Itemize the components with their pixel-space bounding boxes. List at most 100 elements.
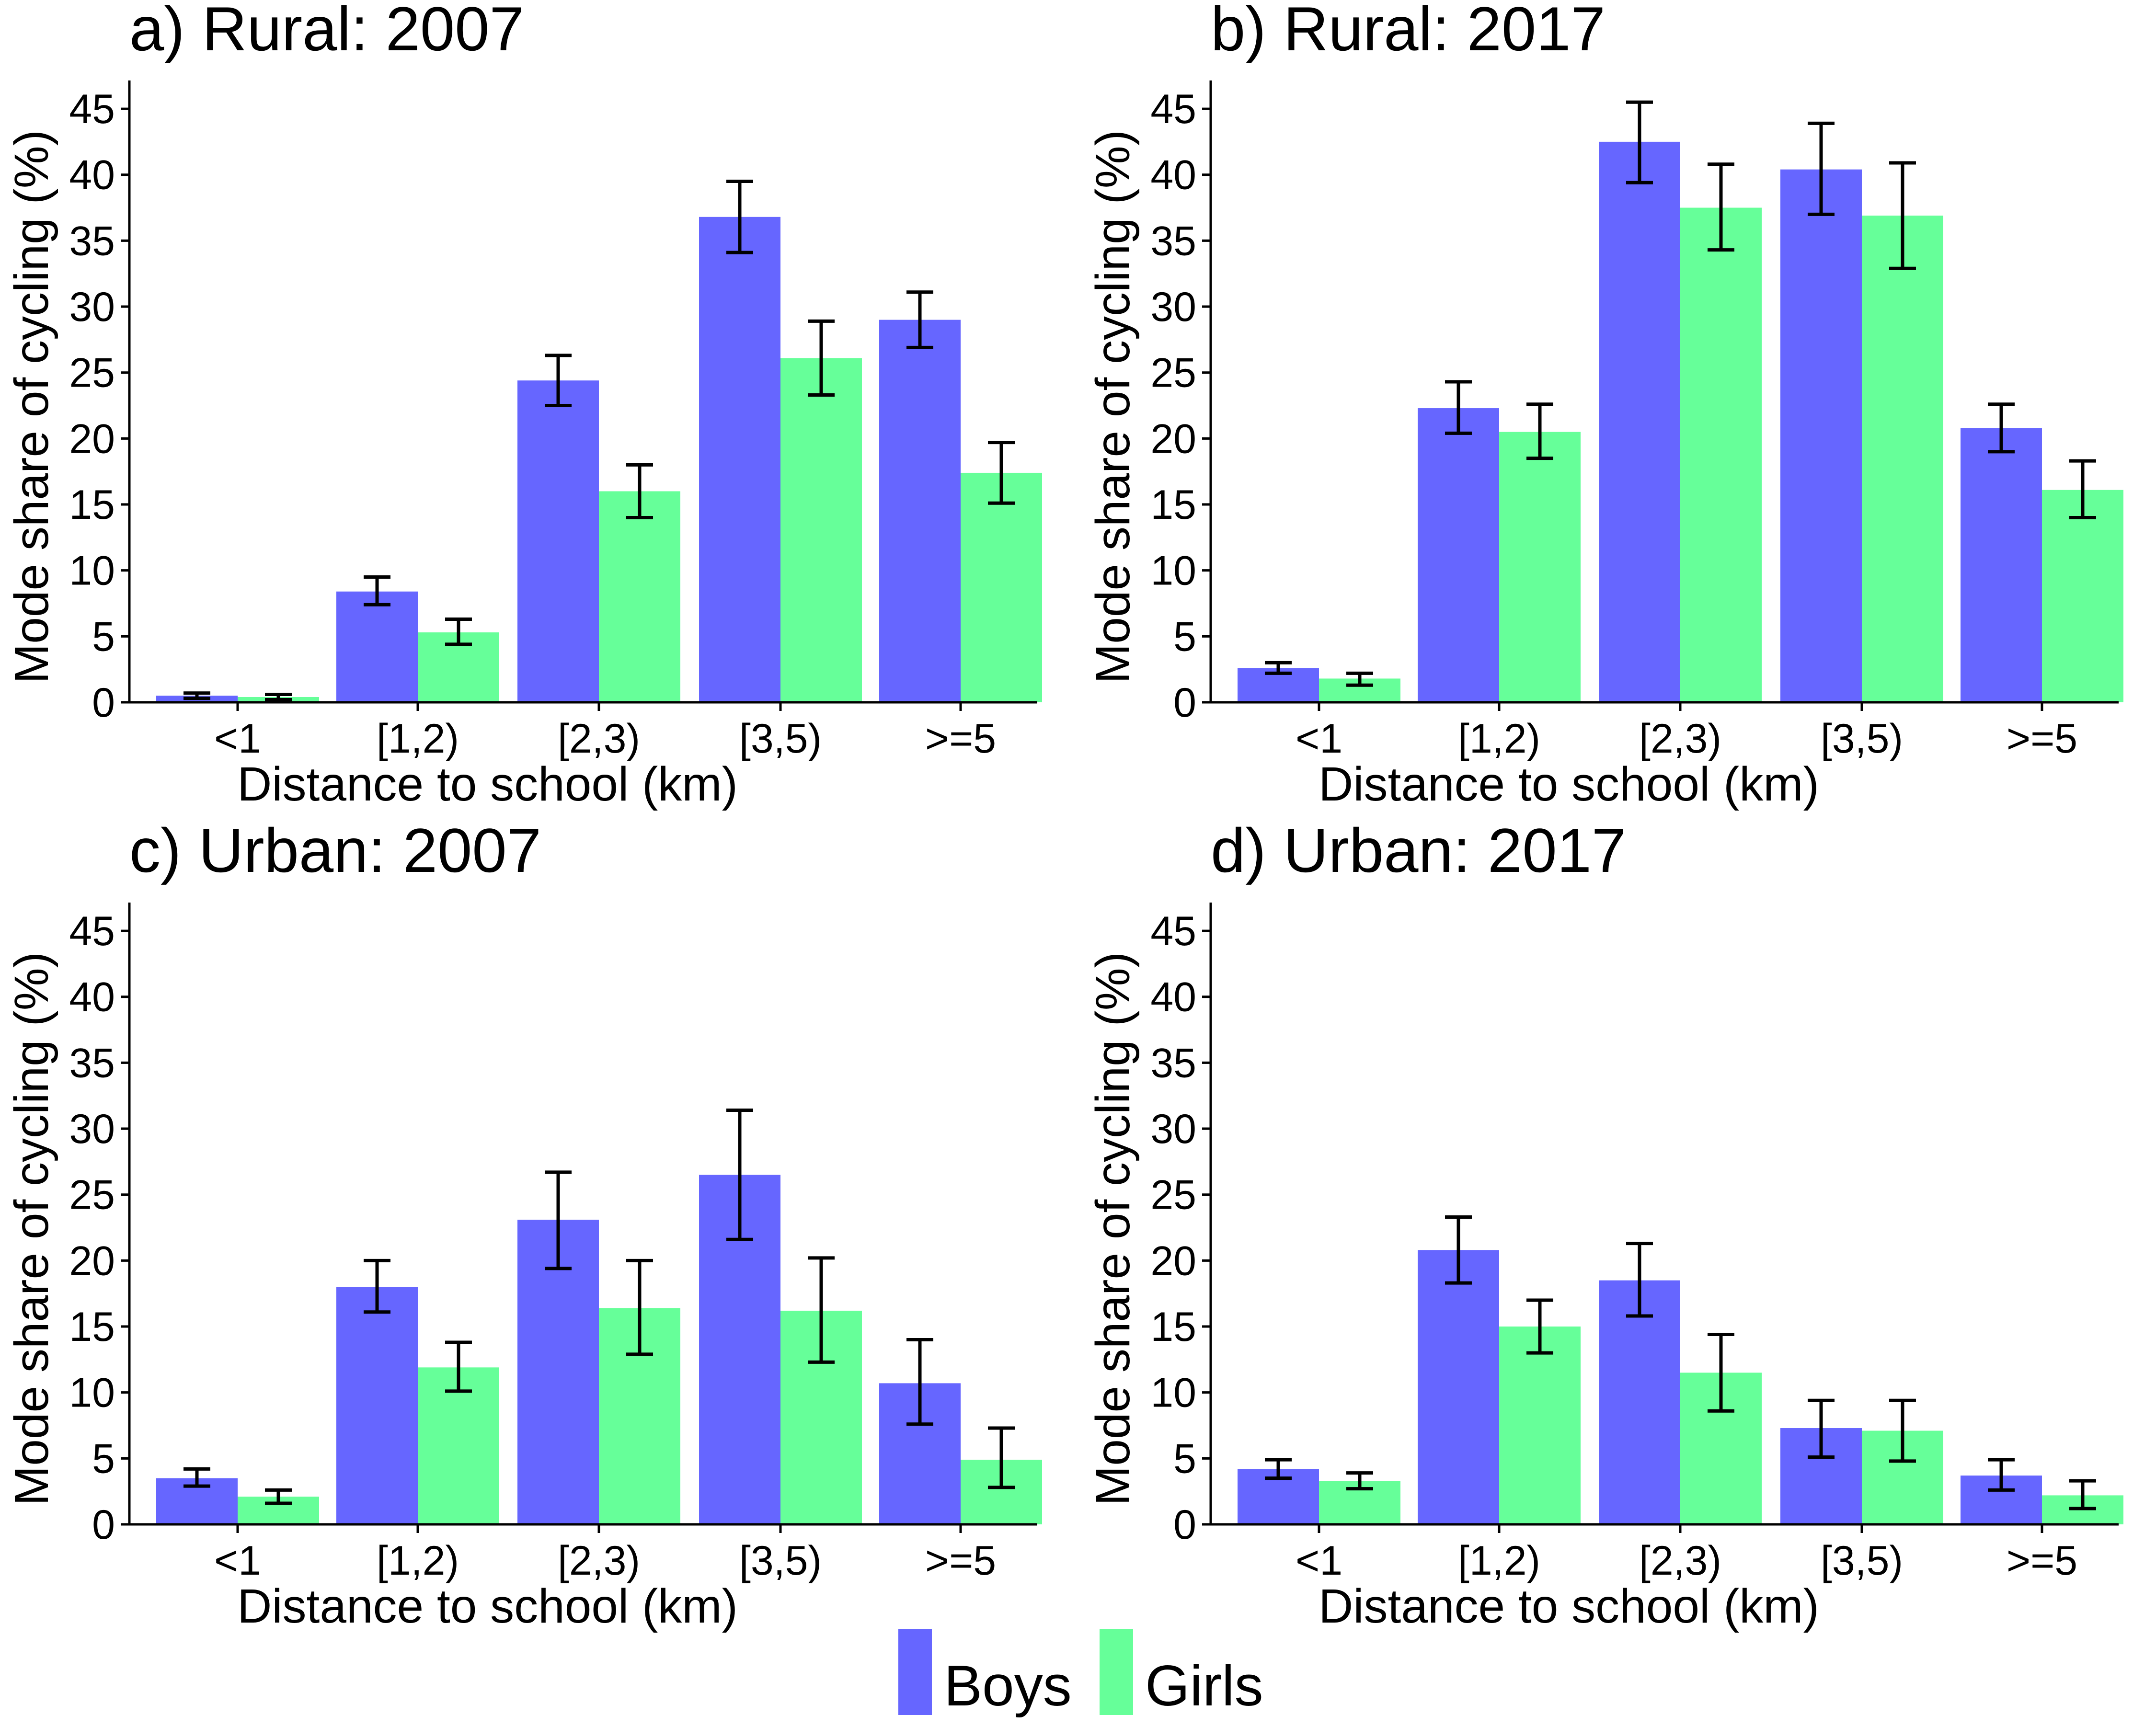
- y-axis-title: Mode share of cycling (%): [5, 130, 58, 684]
- x-tick-label: <1: [1296, 1538, 1342, 1584]
- x-tick-label: [3,5): [1821, 1538, 1903, 1584]
- bar-boys-2: [1599, 1280, 1680, 1524]
- bar-boys-4: [1961, 428, 2042, 702]
- bar-girls-1: [1499, 432, 1581, 702]
- y-tick-label: 0: [92, 680, 115, 726]
- legend-label-girls: Girls: [1145, 1654, 1263, 1718]
- y-axis-title: Mode share of cycling (%): [1086, 130, 1140, 684]
- bar-boys-1: [336, 1287, 418, 1524]
- y-tick-label: 40: [1150, 152, 1196, 198]
- y-tick-label: 15: [1150, 482, 1196, 528]
- bar-girls-1: [418, 1367, 499, 1524]
- chart-panel-b: b) Rural: 2017 0 5 10 15 20 25 30 35 40 45 <1 [1,2) […: [1086, 0, 2123, 811]
- bar-boys-4: [879, 320, 961, 702]
- legend-item-boys: Boys: [898, 1629, 1072, 1718]
- x-tick-label: <1: [214, 1538, 261, 1584]
- bar-boys-3: [1780, 169, 1862, 702]
- y-tick-label: 35: [1150, 1040, 1196, 1086]
- bar-boys-2: [517, 1220, 599, 1524]
- x-tick-label: [3,5): [1821, 716, 1903, 762]
- chart-title: a) Rural: 2007: [129, 0, 524, 64]
- legend-swatch-girls: [1100, 1629, 1133, 1715]
- y-tick-label: 20: [69, 416, 115, 462]
- y-tick-label: 20: [1150, 416, 1196, 462]
- x-tick-label: >=5: [925, 1538, 996, 1584]
- y-tick-label: 25: [69, 1172, 115, 1218]
- x-axis-title: Distance to school (km): [237, 757, 738, 811]
- y-tick-label: 5: [92, 614, 115, 660]
- y-tick-label: 25: [1150, 350, 1196, 396]
- y-axis-title: Mode share of cycling (%): [5, 952, 58, 1506]
- legend-swatch-boys: [898, 1629, 932, 1715]
- x-tick-label: [1,2): [377, 716, 459, 762]
- y-tick-label: 5: [1173, 614, 1196, 660]
- x-axis-title: Distance to school (km): [237, 1579, 738, 1633]
- chart-title: d) Urban: 2017: [1211, 815, 1626, 885]
- x-tick-label: <1: [214, 716, 261, 762]
- x-tick-label: <1: [1296, 716, 1342, 762]
- y-tick-label: 45: [1150, 86, 1196, 132]
- y-tick-label: 30: [1150, 1106, 1196, 1152]
- y-tick-label: 25: [69, 350, 115, 396]
- y-tick-label: 25: [1150, 1172, 1196, 1218]
- legend-item-girls: Girls: [1100, 1629, 1263, 1718]
- y-tick-label: 35: [69, 1040, 115, 1086]
- legend-label-boys: Boys: [944, 1654, 1072, 1718]
- y-tick-label: 20: [69, 1238, 115, 1284]
- y-tick-label: 35: [1150, 218, 1196, 264]
- y-tick-label: 35: [69, 218, 115, 264]
- x-tick-label: [2,3): [1639, 716, 1721, 762]
- bar-girls-1: [1499, 1327, 1581, 1524]
- x-tick-label: >=5: [2007, 716, 2077, 762]
- y-tick-label: 15: [1150, 1304, 1196, 1350]
- y-tick-label: 0: [1173, 680, 1196, 726]
- y-tick-label: 45: [1150, 908, 1196, 954]
- x-tick-label: [2,3): [558, 716, 640, 762]
- y-tick-label: 30: [69, 284, 115, 330]
- y-tick-label: 15: [69, 482, 115, 528]
- y-tick-label: 45: [69, 86, 115, 132]
- chart-panel-c: c) Urban: 2007 0 5 10 15 20 25 30 35 40 45 <1 [1,2) […: [5, 815, 1042, 1633]
- bar-boys-1: [1418, 1250, 1499, 1524]
- chart-title: b) Rural: 2017: [1211, 0, 1606, 64]
- bar-boys-2: [1599, 141, 1680, 703]
- y-tick-label: 0: [1173, 1502, 1196, 1548]
- bar-girls-4: [961, 472, 1042, 702]
- chart-panel-d: d) Urban: 2017 0 5 10 15 20 25 30 35 40 45 <1 [1,2) […: [1086, 815, 2123, 1633]
- y-tick-label: 10: [1150, 548, 1196, 594]
- chart-title: c) Urban: 2007: [129, 815, 541, 885]
- y-tick-label: 40: [69, 974, 115, 1020]
- bar-girls-4: [2042, 490, 2123, 702]
- y-tick-label: 40: [1150, 974, 1196, 1020]
- bar-boys-2: [517, 380, 599, 702]
- x-axis-title: Distance to school (km): [1319, 1579, 1819, 1633]
- x-axis-title: Distance to school (km): [1319, 757, 1819, 811]
- y-tick-label: 5: [1173, 1436, 1196, 1482]
- y-tick-label: 15: [69, 1304, 115, 1350]
- x-tick-label: [3,5): [739, 1538, 822, 1584]
- bar-boys-1: [1418, 408, 1499, 702]
- y-tick-label: 5: [92, 1436, 115, 1482]
- bar-girls-2: [1680, 207, 1762, 702]
- x-tick-label: [1,2): [1458, 1538, 1540, 1584]
- y-tick-label: 10: [69, 548, 115, 594]
- chart-panel-a: a) Rural: 2007 0 5 10 15 20 25 30 35 40 45 <1 [1,2) […: [5, 0, 1042, 811]
- y-tick-label: 10: [69, 1370, 115, 1416]
- bar-girls-2: [599, 491, 680, 702]
- y-tick-label: 20: [1150, 1238, 1196, 1284]
- x-tick-label: [2,3): [558, 1538, 640, 1584]
- x-tick-label: [2,3): [1639, 1538, 1721, 1584]
- bar-boys-3: [699, 217, 780, 702]
- x-tick-label: [1,2): [377, 1538, 459, 1584]
- y-tick-label: 30: [1150, 284, 1196, 330]
- x-tick-label: [3,5): [739, 716, 822, 762]
- y-tick-label: 40: [69, 152, 115, 198]
- bar-girls-3: [780, 358, 862, 702]
- y-tick-label: 0: [92, 1502, 115, 1548]
- bar-boys-1: [336, 591, 418, 702]
- bar-girls-3: [1862, 216, 1943, 702]
- x-tick-label: >=5: [2007, 1538, 2077, 1584]
- x-tick-label: [1,2): [1458, 716, 1540, 762]
- x-tick-label: >=5: [925, 716, 996, 762]
